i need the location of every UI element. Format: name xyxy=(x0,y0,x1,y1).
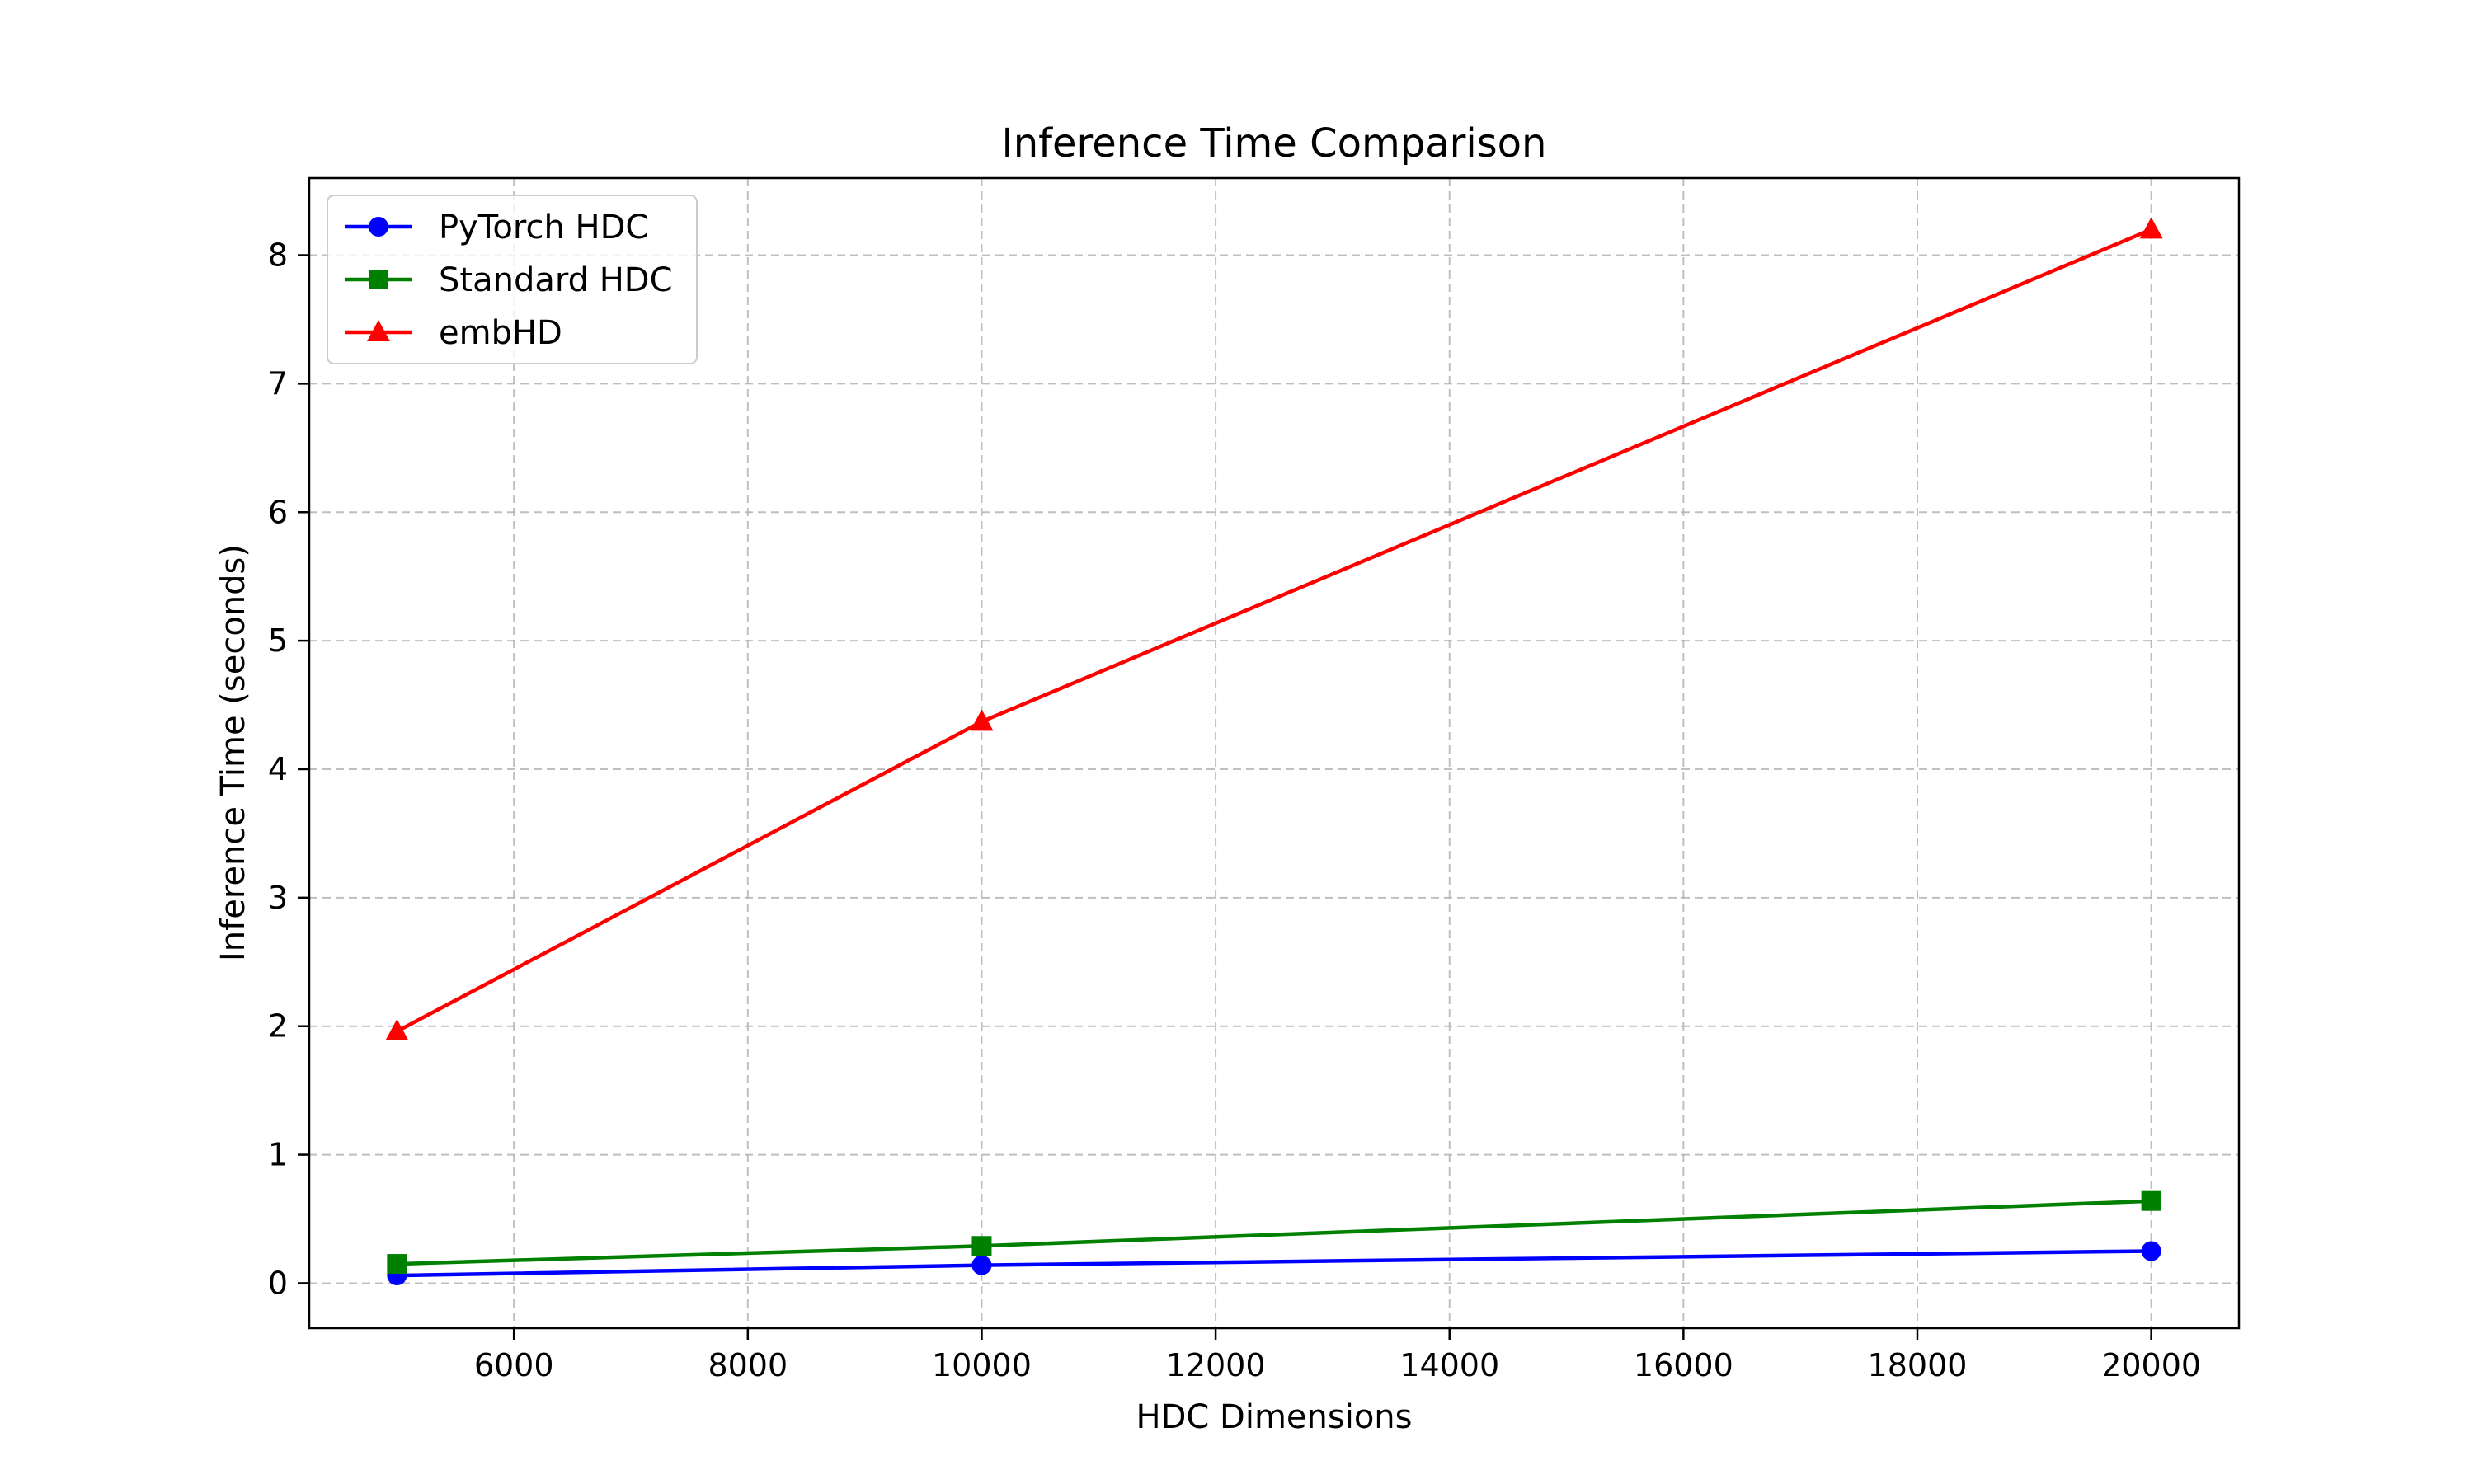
data-point-triangle xyxy=(2139,217,2163,239)
data-point-triangle xyxy=(970,709,994,731)
legend-entries: PyTorch HDC Standard HDC embHD xyxy=(345,209,673,352)
plot-area-frame xyxy=(308,176,2241,1330)
legend-entry: Standard HDC xyxy=(345,261,673,299)
data-point-square xyxy=(971,1236,992,1256)
x-tick-label: 10000 xyxy=(932,1347,1032,1383)
y-tick-label: 0 xyxy=(268,1265,288,1301)
x-tick-label: 18000 xyxy=(1868,1347,1968,1383)
chart-title: Inference Time Comparison xyxy=(1002,120,1547,167)
x-tick-label: 16000 xyxy=(1634,1347,1733,1383)
x-tick-label: 14000 xyxy=(1399,1347,1499,1383)
legend-swatch-marker xyxy=(369,270,388,289)
legend-swatch-marker xyxy=(367,320,390,341)
y-tick-label: 8 xyxy=(268,237,288,274)
x-tick-label: 12000 xyxy=(1166,1347,1266,1383)
legend-label: PyTorch HDC xyxy=(439,209,648,247)
y-tick-label: 1 xyxy=(268,1137,288,1173)
legend: PyTorch HDC Standard HDC embHD xyxy=(327,195,698,364)
x-tick-label: 20000 xyxy=(2101,1347,2201,1383)
y-tick-label: 5 xyxy=(268,622,288,659)
x-tick-label: 8000 xyxy=(708,1347,788,1383)
series-square-1 xyxy=(387,1190,2161,1275)
legend-label: embHD xyxy=(439,314,562,352)
legend-entry: embHD xyxy=(345,314,562,352)
legend-frame xyxy=(327,195,698,364)
data-point-square xyxy=(2141,1190,2161,1211)
series-layer xyxy=(385,217,2163,1286)
data-point-circle xyxy=(971,1255,992,1275)
y-axis-title: Inference Time (seconds) xyxy=(214,544,252,961)
data-point-square xyxy=(387,1254,407,1275)
y-tick-label: 3 xyxy=(268,880,288,916)
data-point-circle xyxy=(2141,1241,2161,1261)
legend-swatch-marker xyxy=(369,217,388,237)
y-tick-label: 4 xyxy=(268,751,288,787)
y-tick-label: 2 xyxy=(268,1008,288,1045)
series-triangle-2 xyxy=(385,217,2163,1040)
data-point-triangle xyxy=(385,1018,409,1040)
legend-label: Standard HDC xyxy=(439,261,673,299)
y-tick-label: 7 xyxy=(268,365,288,402)
y-tick-label: 6 xyxy=(268,494,288,530)
tick-layer: 6000 8000 10000 12000 14000 16000 18000 20000 0 1… xyxy=(268,237,2201,1383)
x-axis-title: HDC Dimensions xyxy=(1136,1398,1413,1436)
x-tick-label: 6000 xyxy=(474,1347,554,1383)
legend-entry: PyTorch HDC xyxy=(345,209,648,247)
